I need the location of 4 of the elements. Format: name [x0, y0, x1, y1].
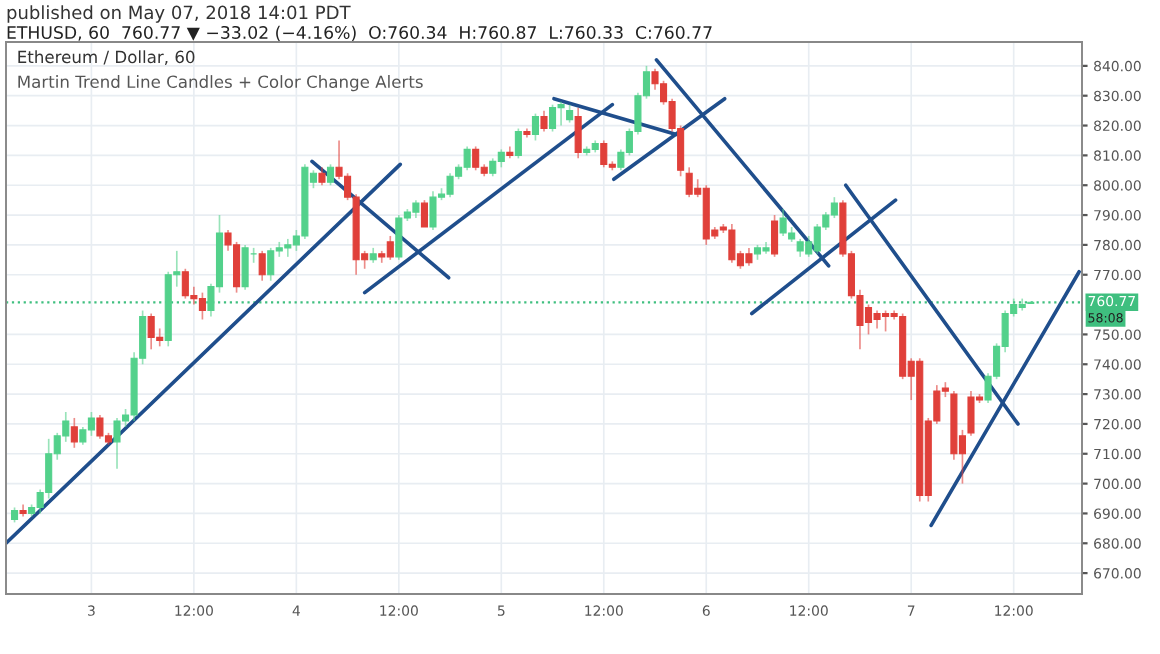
text: ETHUSD, 60 760.77 ▼ −33.02 (−4.16%) O:760.34 H:760.87 L:760.33 C:760.77 — [7, 25, 712, 42]
chart-title: Ethereum / Dollar, 60 — [18, 50, 195, 65]
text: published on May 07, 2018 14:01 PDT — [7, 5, 351, 23]
text: Martin Trend Line Candles + Color Change Alerts — [18, 75, 423, 92]
